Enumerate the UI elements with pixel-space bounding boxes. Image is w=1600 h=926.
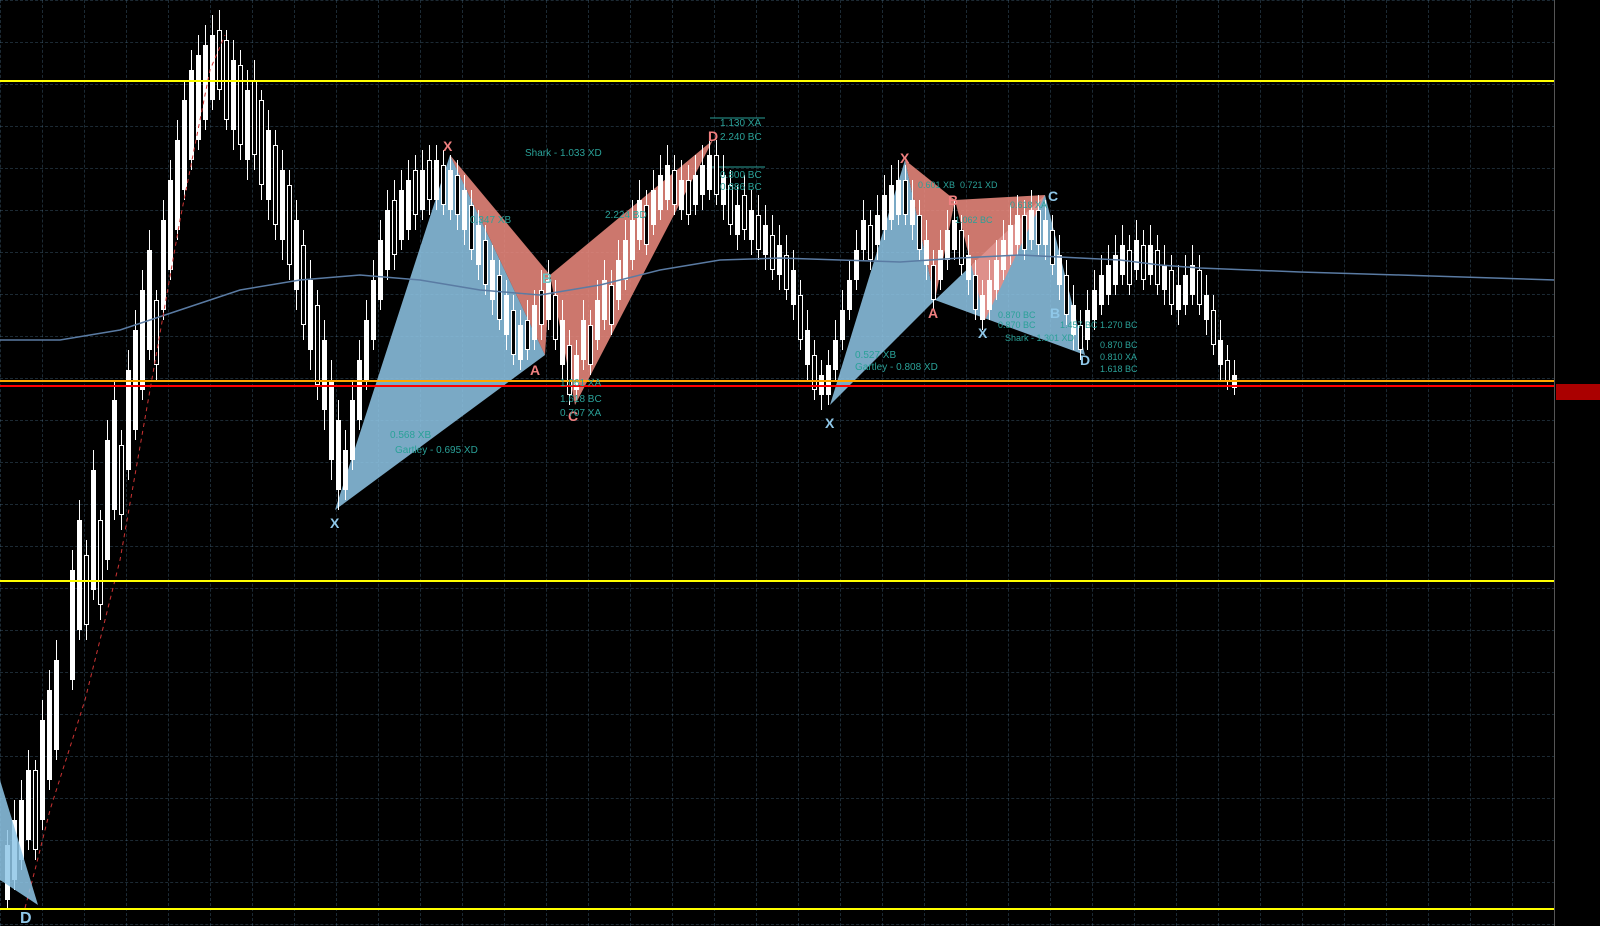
chart-label: X: [978, 325, 987, 341]
chart-label: D: [20, 910, 32, 926]
chart-label: 0.527 XB: [855, 350, 896, 361]
chart-label: A: [928, 305, 938, 321]
chart-label: 0.800 BC: [720, 170, 762, 181]
chart-label: 1.618 BC: [1100, 364, 1138, 374]
chart-label: 0.810 XA: [1100, 352, 1137, 362]
current-price-marker: [1556, 384, 1600, 400]
chart-label: C: [1048, 188, 1058, 204]
fib-line: [0, 380, 1570, 382]
chart-label: 2.240 BC: [720, 132, 762, 143]
chart-label: 2.224 BD: [605, 210, 647, 221]
chart-label: 0.568 XB: [390, 430, 431, 441]
chart-label: Gartley - 0.695 XD: [395, 445, 478, 456]
chart-label: D: [1080, 352, 1090, 368]
chart-label: A: [530, 362, 540, 378]
price-axis: [1554, 0, 1600, 926]
chart-label: Gartley - 0.808 XD: [855, 362, 938, 373]
chart-label: 1.061 XA: [560, 378, 601, 389]
chart-label: 0.721 XD: [960, 180, 998, 190]
chart-label: 0.870 BC: [998, 310, 1036, 320]
chart-label: 1.618 BC: [560, 394, 602, 405]
chart-label: 0.347 XB: [470, 215, 511, 226]
chart-label: 0.870 BC: [998, 320, 1036, 330]
fib-line: [0, 80, 1570, 82]
chart-label: B: [542, 270, 552, 286]
chart-label: 1.130 XA: [720, 118, 761, 129]
chart-label: 0.707 XA: [560, 408, 601, 419]
chart-label: Shark - 1.301 XD: [1005, 333, 1074, 343]
fib-line: [0, 385, 1570, 387]
chart-label: B: [948, 192, 958, 208]
chart-label: 1.457 BC: [1060, 320, 1098, 330]
chart-label: X: [900, 150, 909, 166]
fib-line: [0, 580, 1570, 582]
chart-label: X: [443, 138, 452, 154]
fib-line: [0, 908, 1570, 910]
chart-label: Shark - 1.033 XD: [525, 148, 602, 159]
chart-label: 0.870 BC: [1100, 340, 1138, 350]
chart-label: B: [1050, 305, 1060, 321]
chart-area[interactable]: 0.038.261.8100.0 XAB0.568 XBGartley - 0.…: [0, 0, 1600, 926]
chart-label: 0.618 XA: [1010, 200, 1047, 210]
chart-label: 0.886 BC: [720, 182, 762, 193]
chart-label: X: [825, 415, 834, 431]
chart-label: X: [330, 515, 339, 531]
chart-label: 0.601 XB: [918, 180, 955, 190]
chart-label: D: [708, 128, 718, 144]
chart-label: 1.062 BC: [955, 215, 993, 225]
chart-label: 1.270 BC: [1100, 320, 1138, 330]
